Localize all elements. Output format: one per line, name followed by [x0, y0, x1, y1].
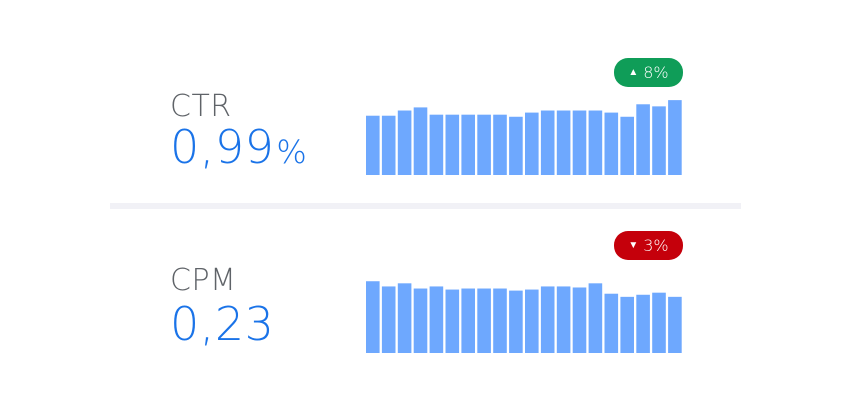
- cpm-bar: [652, 292, 666, 353]
- cpm-bar: [429, 286, 444, 353]
- ctr-bar: [572, 110, 587, 175]
- ctr-bar: [413, 107, 428, 175]
- cpm-change-badge: ▼ 3%: [614, 231, 683, 260]
- ctr-bar: [445, 114, 460, 175]
- cpm-bar: [493, 288, 507, 353]
- ctr-bars-svg: [366, 100, 682, 175]
- cpm-bar: [556, 286, 571, 353]
- ctr-bar: [397, 110, 412, 175]
- ctr-value-number: 0,99: [170, 120, 275, 174]
- cpm-bar: [366, 281, 380, 353]
- ctr-bar: [556, 110, 571, 175]
- cpm-bar: [620, 296, 634, 353]
- cpm-bar: [477, 288, 491, 353]
- cpm-bar: [381, 286, 396, 353]
- ctr-change-badge: ▲ 8%: [614, 58, 683, 87]
- cpm-bar: [397, 283, 412, 353]
- ctr-bar: [636, 104, 650, 175]
- ctr-label: CTR: [170, 89, 232, 124]
- ctr-bar: [668, 100, 682, 175]
- cpm-value-number: 0,23: [170, 297, 275, 351]
- cpm-bar: [445, 289, 460, 353]
- cpm-bar: [509, 290, 523, 353]
- cpm-value: 0,23: [170, 297, 276, 351]
- ctr-bar-chart: [366, 97, 684, 175]
- arrow-up-icon: ▲: [628, 67, 639, 78]
- ctr-bar: [525, 112, 539, 175]
- cpm-change-text: 3%: [643, 236, 669, 255]
- cpm-bars-svg: [366, 281, 682, 353]
- ctr-bar: [461, 114, 475, 175]
- ctr-bar: [588, 110, 603, 175]
- ctr-bar: [381, 115, 396, 175]
- cpm-bar: [572, 287, 587, 353]
- ctr-metric: CTR 0,99% ▲ 8%: [0, 0, 851, 180]
- cpm-bar: [636, 294, 650, 353]
- ctr-bar: [540, 110, 555, 175]
- ctr-bar: [366, 115, 380, 175]
- ctr-bar: [620, 116, 634, 175]
- ctr-value: 0,99%: [170, 120, 307, 174]
- cpm-bar: [588, 283, 603, 353]
- ctr-change-text: 8%: [643, 63, 669, 82]
- ctr-bar: [509, 116, 523, 175]
- cpm-label: CPM: [170, 263, 237, 298]
- ctr-bar: [652, 106, 666, 175]
- divider: [110, 203, 741, 209]
- cpm-bar: [461, 288, 475, 353]
- ctr-value-unit: %: [276, 133, 308, 171]
- cpm-bar: [540, 286, 555, 353]
- ctr-bar: [493, 114, 507, 175]
- ctr-bar: [604, 112, 619, 175]
- cpm-bar: [525, 289, 539, 353]
- cpm-bar-chart: [366, 275, 684, 353]
- arrow-down-icon: ▼: [628, 240, 639, 251]
- cpm-bar: [413, 288, 428, 353]
- cpm-bar: [668, 296, 682, 353]
- ctr-bar: [477, 114, 491, 175]
- cpm-bar: [604, 293, 619, 353]
- ctr-bar: [429, 114, 444, 175]
- cpm-metric: CPM 0,23 ▼ 3%: [0, 205, 851, 385]
